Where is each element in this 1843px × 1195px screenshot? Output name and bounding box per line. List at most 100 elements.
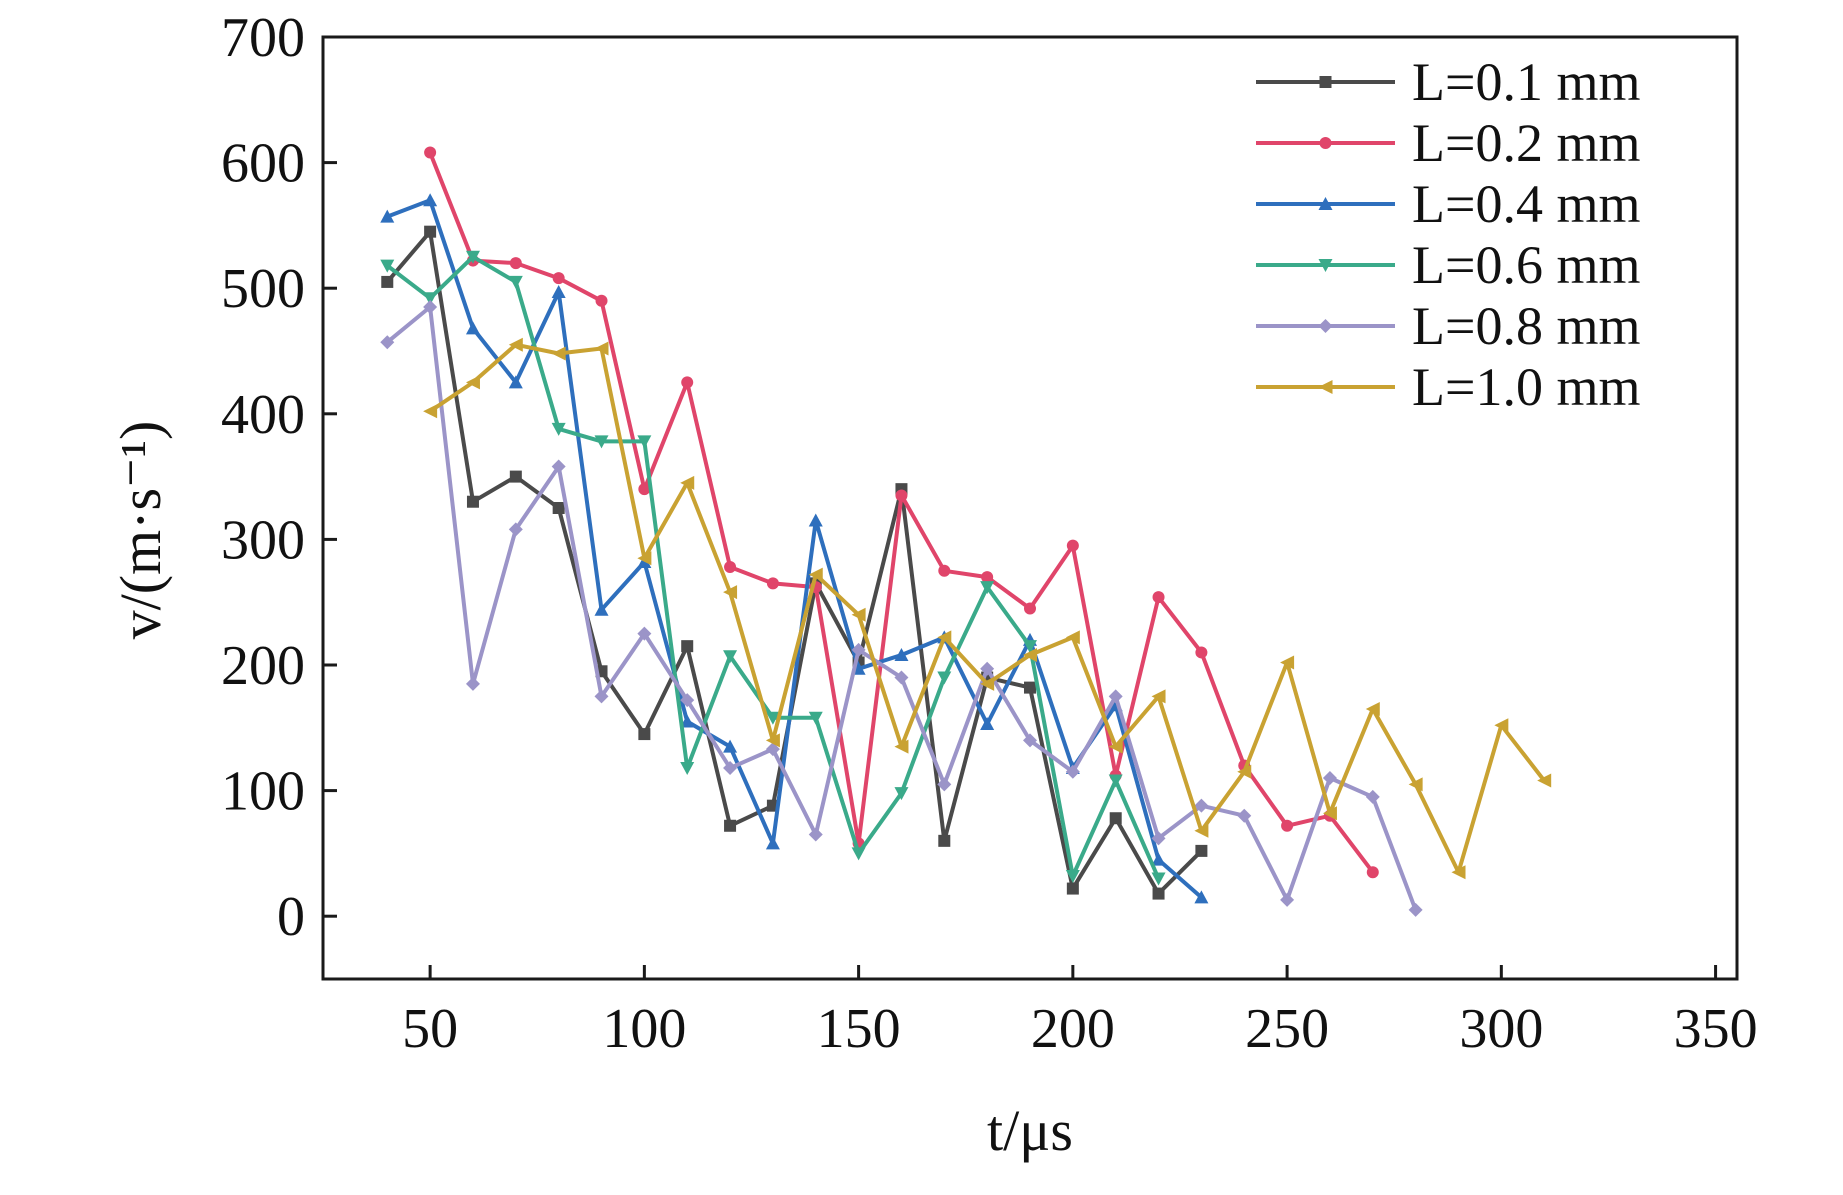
- data-point: [509, 257, 522, 270]
- data-point: [637, 626, 652, 641]
- data-point: [1151, 689, 1166, 704]
- y-tick-label: 300: [221, 509, 305, 571]
- data-point: [1151, 831, 1166, 846]
- series-line: [386, 254, 1161, 880]
- data-point: [938, 834, 951, 847]
- data-point: [1108, 774, 1123, 788]
- x-tick-label: 350: [1674, 998, 1758, 1060]
- data-point: [380, 335, 395, 350]
- y-tick-label: 100: [221, 761, 305, 823]
- data-point: [1195, 646, 1208, 659]
- x-axis-ticks: 50 100 150 200 250 300 350: [402, 965, 1758, 1060]
- data-point: [1194, 823, 1209, 838]
- data-point: [1408, 777, 1423, 792]
- data-point: [465, 250, 480, 264]
- series-5: [380, 300, 1423, 917]
- data-point: [423, 300, 438, 315]
- y-axis-ticks: 0 100 200 300 400 500 600 700: [221, 7, 337, 948]
- data-point: [1024, 681, 1036, 694]
- data-point: [465, 676, 480, 691]
- data-point: [1108, 689, 1123, 704]
- data-point: [808, 827, 823, 842]
- data-point: [680, 761, 695, 775]
- y-tick-label: 0: [277, 886, 305, 948]
- data-point: [1065, 870, 1080, 884]
- data-point: [723, 585, 738, 600]
- data-point: [1194, 798, 1209, 813]
- x-tick-label: 50: [402, 998, 458, 1060]
- data-point: [508, 275, 523, 289]
- data-point: [1494, 718, 1509, 733]
- data-point: [937, 777, 952, 792]
- data-point: [724, 819, 737, 832]
- data-point: [680, 693, 695, 708]
- data-point: [808, 711, 823, 725]
- legend-swatch-marker: [1318, 259, 1333, 272]
- data-point: [1537, 773, 1552, 788]
- data-point: [1195, 844, 1208, 857]
- data-point: [723, 739, 738, 753]
- data-point: [765, 733, 780, 748]
- data-point: [1365, 701, 1380, 716]
- data-point: [637, 435, 652, 449]
- x-tick-label: 150: [817, 998, 901, 1060]
- data-point: [1065, 764, 1080, 779]
- data-point: [551, 459, 566, 474]
- data-point: [1366, 866, 1379, 879]
- data-point: [638, 728, 651, 741]
- data-point: [465, 321, 480, 335]
- data-point: [508, 375, 523, 389]
- legend-label: L=0.1 mm: [1412, 52, 1640, 112]
- data-point: [508, 337, 523, 352]
- data-point: [380, 209, 395, 223]
- data-point: [508, 522, 523, 537]
- data-point: [551, 284, 566, 298]
- legend-label: L=0.4 mm: [1412, 174, 1640, 234]
- data-point: [851, 607, 866, 622]
- data-point: [937, 630, 952, 645]
- legend-swatch-marker: [1318, 380, 1333, 394]
- data-point: [552, 502, 565, 514]
- y-tick-label: 200: [221, 635, 305, 697]
- data-point: [594, 602, 609, 616]
- data-point: [1108, 739, 1123, 754]
- x-tick-label: 250: [1245, 998, 1329, 1060]
- legend-swatch-marker: [1319, 76, 1332, 88]
- data-point: [808, 513, 823, 527]
- data-point: [1109, 812, 1122, 825]
- legend-item: L=0.6 mm: [1256, 235, 1640, 295]
- series-4: [380, 250, 1166, 886]
- data-point: [894, 670, 909, 685]
- data-point: [1151, 872, 1166, 886]
- series-line: [386, 198, 1203, 899]
- data-point: [894, 647, 909, 661]
- data-point: [938, 564, 951, 577]
- data-point: [1152, 887, 1165, 900]
- series-3: [380, 193, 1209, 904]
- data-point: [765, 711, 780, 725]
- data-point: [1065, 630, 1080, 645]
- data-point: [980, 661, 995, 676]
- data-point: [465, 375, 480, 390]
- data-point: [552, 272, 565, 285]
- data-point: [1023, 640, 1037, 654]
- data-point: [1151, 852, 1166, 866]
- data-point: [766, 577, 779, 590]
- y-tick-label: 400: [221, 384, 305, 446]
- data-point: [1322, 771, 1337, 786]
- data-point: [1280, 892, 1295, 907]
- data-point: [765, 836, 780, 850]
- data-point: [1023, 733, 1037, 748]
- legend: L=0.1 mmL=0.2 mmL=0.4 mmL=0.6 mmL=0.8 mm…: [1256, 52, 1640, 417]
- data-point: [937, 671, 952, 685]
- data-point: [1451, 865, 1466, 880]
- data-point: [1280, 655, 1295, 670]
- legend-label: L=0.2 mm: [1412, 113, 1640, 173]
- data-point: [424, 146, 437, 159]
- y-tick-label: 600: [221, 133, 305, 195]
- legend-item: L=0.1 mm: [1256, 52, 1640, 112]
- series-6: [423, 337, 1552, 880]
- legend-item: L=0.8 mm: [1256, 296, 1640, 356]
- data-point: [1194, 890, 1209, 904]
